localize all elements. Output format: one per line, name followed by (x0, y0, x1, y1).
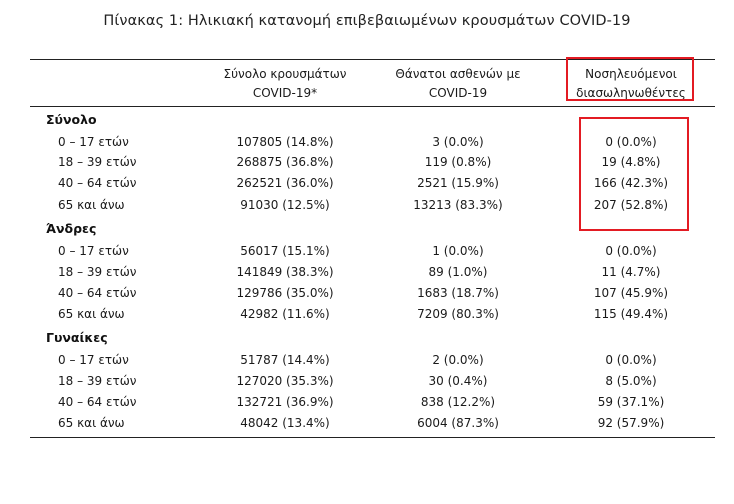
header-intubated: Νοσηλευόμενοι διασωληνωθέντες (551, 65, 711, 103)
cases-cell: 107805 (14.8%) (236, 135, 334, 149)
age-cell: 18 – 39 ετών (58, 155, 137, 169)
cases-cell: 127020 (35.3%) (236, 374, 334, 388)
age-cell: 40 – 64 ετών (58, 395, 137, 409)
cases-cell: 51787 (14.4%) (240, 353, 330, 367)
intubated-cell: 59 (37.1%) (597, 395, 665, 409)
cases-cell: 48042 (13.4%) (240, 416, 330, 430)
intubated-cell: 19 (4.8%) (601, 155, 661, 169)
table-row: 40 – 64 ετών 129786 (35.0%) 1683 (18.7%)… (0, 286, 734, 308)
table-header-rule (30, 106, 715, 107)
age-cell: 40 – 64 ετών (58, 176, 137, 190)
header-total-cases-line1: Σύνολο κρουσμάτων (223, 67, 347, 81)
intubated-cell: 0 (0.0%) (605, 244, 657, 258)
table-row: 18 – 39 ετών 127020 (35.3%) 30 (0.4%) 8 … (0, 374, 734, 396)
cases-cell: 132721 (36.9%) (236, 395, 334, 409)
header-total-cases: Σύνολο κρουσμάτων COVID-19* (205, 65, 365, 103)
intubated-cell: 166 (42.3%) (593, 176, 669, 190)
header-intubated-line1: Νοσηλευόμενοι (585, 67, 677, 81)
age-cell: 18 – 39 ετών (58, 374, 137, 388)
deaths-cell: 6004 (87.3%) (417, 416, 499, 430)
deaths-cell: 119 (0.8%) (424, 155, 492, 169)
table-bottom-rule (30, 437, 715, 438)
header-total-cases-line2: COVID-19* (252, 86, 318, 100)
deaths-cell: 3 (0.0%) (432, 135, 484, 149)
header-deaths: Θάνατοι ασθενών με COVID-19 (378, 65, 538, 103)
intubated-cell: 0 (0.0%) (605, 135, 657, 149)
deaths-cell: 2521 (15.9%) (417, 176, 499, 190)
intubated-cell: 8 (5.0%) (605, 374, 657, 388)
deaths-cell: 1683 (18.7%) (417, 286, 499, 300)
deaths-cell: 89 (1.0%) (428, 265, 488, 279)
group-label-men: Άνδρες (46, 221, 97, 236)
group-label-total: Σύνολο (46, 112, 97, 127)
highlight-box-header (566, 57, 694, 101)
table-row: 40 – 64 ετών 262521 (36.0%) 2521 (15.9%)… (0, 176, 734, 198)
table-row: 65 και άνω 48042 (13.4%) 6004 (87.3%) 92… (0, 416, 734, 438)
table-row: 18 – 39 ετών 268875 (36.8%) 119 (0.8%) 1… (0, 155, 734, 177)
cases-cell: 91030 (12.5%) (240, 198, 330, 212)
cases-cell: 56017 (15.1%) (240, 244, 330, 258)
deaths-cell: 30 (0.4%) (428, 374, 488, 388)
group-label-women: Γυναίκες (46, 330, 108, 345)
age-cell: 65 και άνω (58, 416, 125, 430)
age-cell: 0 – 17 ετών (58, 244, 129, 258)
age-cell: 65 και άνω (58, 198, 125, 212)
header-intubated-line2: διασωληνωθέντες (576, 86, 686, 100)
table-row: 40 – 64 ετών 132721 (36.9%) 838 (12.2%) … (0, 395, 734, 417)
table-row: 65 και άνω 42982 (11.6%) 7209 (80.3%) 11… (0, 307, 734, 329)
table-row: 0 – 17 ετών 56017 (15.1%) 1 (0.0%) 0 (0.… (0, 244, 734, 266)
header-deaths-line2: COVID-19 (428, 86, 488, 100)
age-cell: 0 – 17 ετών (58, 353, 129, 367)
deaths-cell: 7209 (80.3%) (417, 307, 499, 321)
table-row: 0 – 17 ετών 51787 (14.4%) 2 (0.0%) 0 (0.… (0, 353, 734, 375)
intubated-cell: 107 (45.9%) (593, 286, 669, 300)
cases-cell: 141849 (38.3%) (236, 265, 334, 279)
header-deaths-line1: Θάνατοι ασθενών με (395, 67, 521, 81)
table-top-rule (30, 59, 715, 60)
deaths-cell: 13213 (83.3%) (413, 198, 503, 212)
intubated-cell: 92 (57.9%) (597, 416, 665, 430)
highlight-box-total (579, 117, 689, 231)
table-row: 0 – 17 ετών 107805 (14.8%) 3 (0.0%) 0 (0… (0, 135, 734, 157)
intubated-cell: 115 (49.4%) (593, 307, 669, 321)
table-row: 65 και άνω 91030 (12.5%) 13213 (83.3%) 2… (0, 198, 734, 220)
age-cell: 18 – 39 ετών (58, 265, 137, 279)
cases-cell: 262521 (36.0%) (236, 176, 334, 190)
intubated-cell: 11 (4.7%) (601, 265, 661, 279)
cases-cell: 42982 (11.6%) (240, 307, 330, 321)
table-title: Πίνακας 1: Ηλικιακή κατανομή επιβεβαιωμέ… (103, 13, 631, 29)
intubated-cell: 0 (0.0%) (605, 353, 657, 367)
deaths-cell: 1 (0.0%) (432, 244, 484, 258)
deaths-cell: 2 (0.0%) (432, 353, 484, 367)
table-row: 18 – 39 ετών 141849 (38.3%) 89 (1.0%) 11… (0, 265, 734, 287)
deaths-cell: 838 (12.2%) (420, 395, 496, 409)
age-cell: 65 και άνω (58, 307, 125, 321)
cases-cell: 268875 (36.8%) (236, 155, 334, 169)
cases-cell: 129786 (35.0%) (236, 286, 334, 300)
age-cell: 0 – 17 ετών (58, 135, 129, 149)
intubated-cell: 207 (52.8%) (593, 198, 669, 212)
age-cell: 40 – 64 ετών (58, 286, 137, 300)
